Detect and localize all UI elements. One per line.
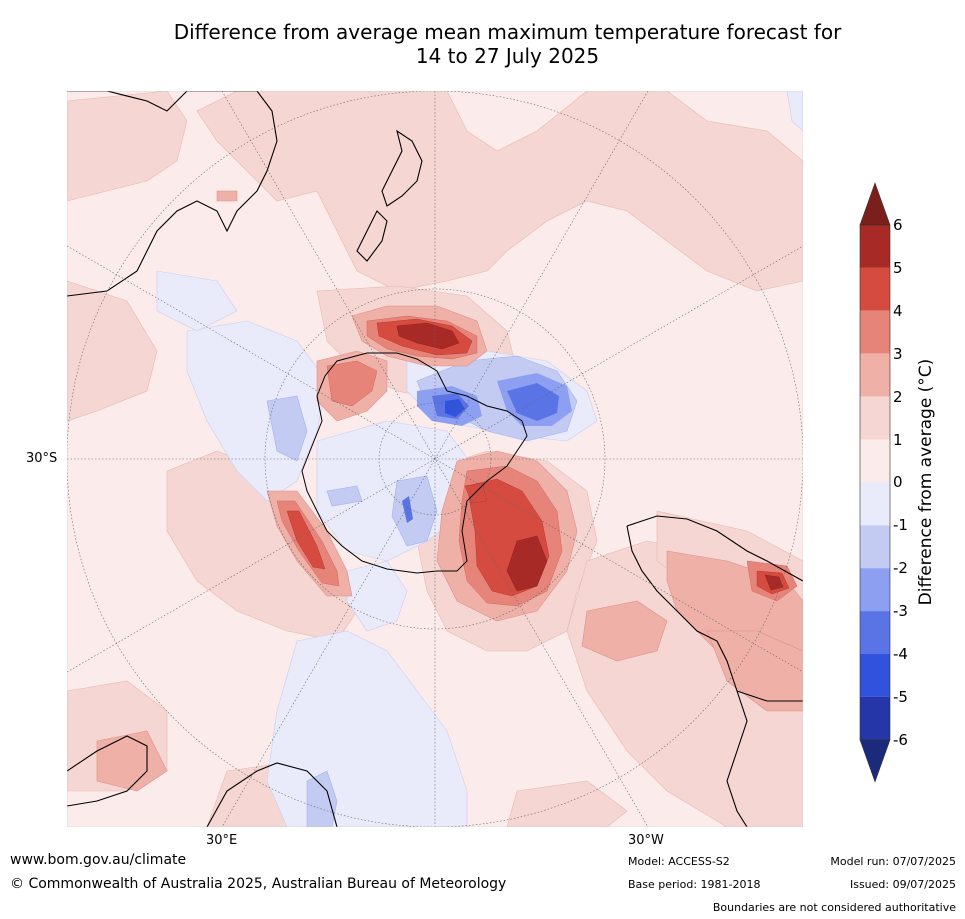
graticule	[67, 91, 803, 827]
colorbar-bin	[860, 353, 890, 397]
colorbar-tick-label: 0	[893, 473, 903, 492]
colorbar-tick-label: 3	[893, 344, 903, 363]
footer-copyright: © Commonwealth of Australia 2025, Austra…	[10, 876, 507, 892]
colorbar-under-arrow	[859, 739, 891, 783]
footer-issued: Issued: 09/07/2025	[849, 878, 956, 891]
colorbar-bin	[860, 611, 890, 654]
antarctica-coastline	[301, 352, 528, 574]
colorbar-tick-label: -6	[893, 730, 908, 749]
colorbar-tick-label: -1	[893, 516, 908, 535]
anomaly-warm-5-6	[396, 322, 784, 592]
lat-label-30s: 30°S	[26, 451, 58, 466]
colorbar-bin	[860, 396, 890, 440]
continent-coastlines	[67, 91, 803, 827]
footer-model-run: Model run: 07/07/2025	[830, 855, 956, 868]
colorbar-label: Difference from average (°C)	[916, 358, 936, 606]
footer-base-period: Base period: 1981-2018	[628, 878, 761, 891]
colorbar-over-arrow	[859, 182, 891, 226]
colorbar	[859, 182, 891, 783]
colorbar-tick-label: 4	[893, 301, 903, 320]
colorbar-bin	[860, 525, 890, 569]
colorbar-tick-label: 5	[893, 258, 903, 277]
colorbar-bin	[860, 439, 890, 483]
footer-url[interactable]: www.bom.gov.au/climate	[10, 852, 187, 868]
colorbar-tick-label: 6	[893, 216, 903, 234]
colorbar-bin	[860, 654, 890, 697]
colorbar-tick-label: -3	[893, 602, 908, 621]
anomaly-cool-2-4	[402, 373, 572, 523]
colorbar-bin	[860, 310, 890, 354]
title-line-2: 14 to 27 July 2025	[415, 44, 600, 68]
colorbar-tick-label: 2	[893, 387, 903, 406]
colorbar-tick-label: -2	[893, 559, 908, 578]
lon-label-30w: 30°W	[628, 833, 664, 848]
map-canvas	[67, 91, 803, 827]
colorbar-bin	[860, 225, 890, 268]
colorbar-tick-label: -5	[893, 687, 908, 706]
title-line-1: Difference from average mean maximum tem…	[173, 20, 842, 44]
footer-model: Model: ACCESS-S2	[628, 855, 730, 868]
colorbar-bins	[859, 182, 891, 783]
lon-label-30e: 30°E	[206, 833, 238, 848]
colorbar-bin	[860, 696, 890, 740]
colorbar-tick-label: -4	[893, 645, 908, 663]
chart-title: Difference from average mean maximum tem…	[60, 20, 955, 68]
colorbar-bin	[860, 267, 890, 311]
colorbar-tick-label: 1	[893, 430, 903, 449]
temperature-anomaly-map	[67, 91, 803, 827]
footer-disclaimer: Boundaries are not considered authoritat…	[712, 901, 956, 914]
colorbar-bin	[860, 568, 890, 612]
colorbar-frame	[859, 224, 891, 741]
colorbar-bin	[860, 482, 890, 526]
